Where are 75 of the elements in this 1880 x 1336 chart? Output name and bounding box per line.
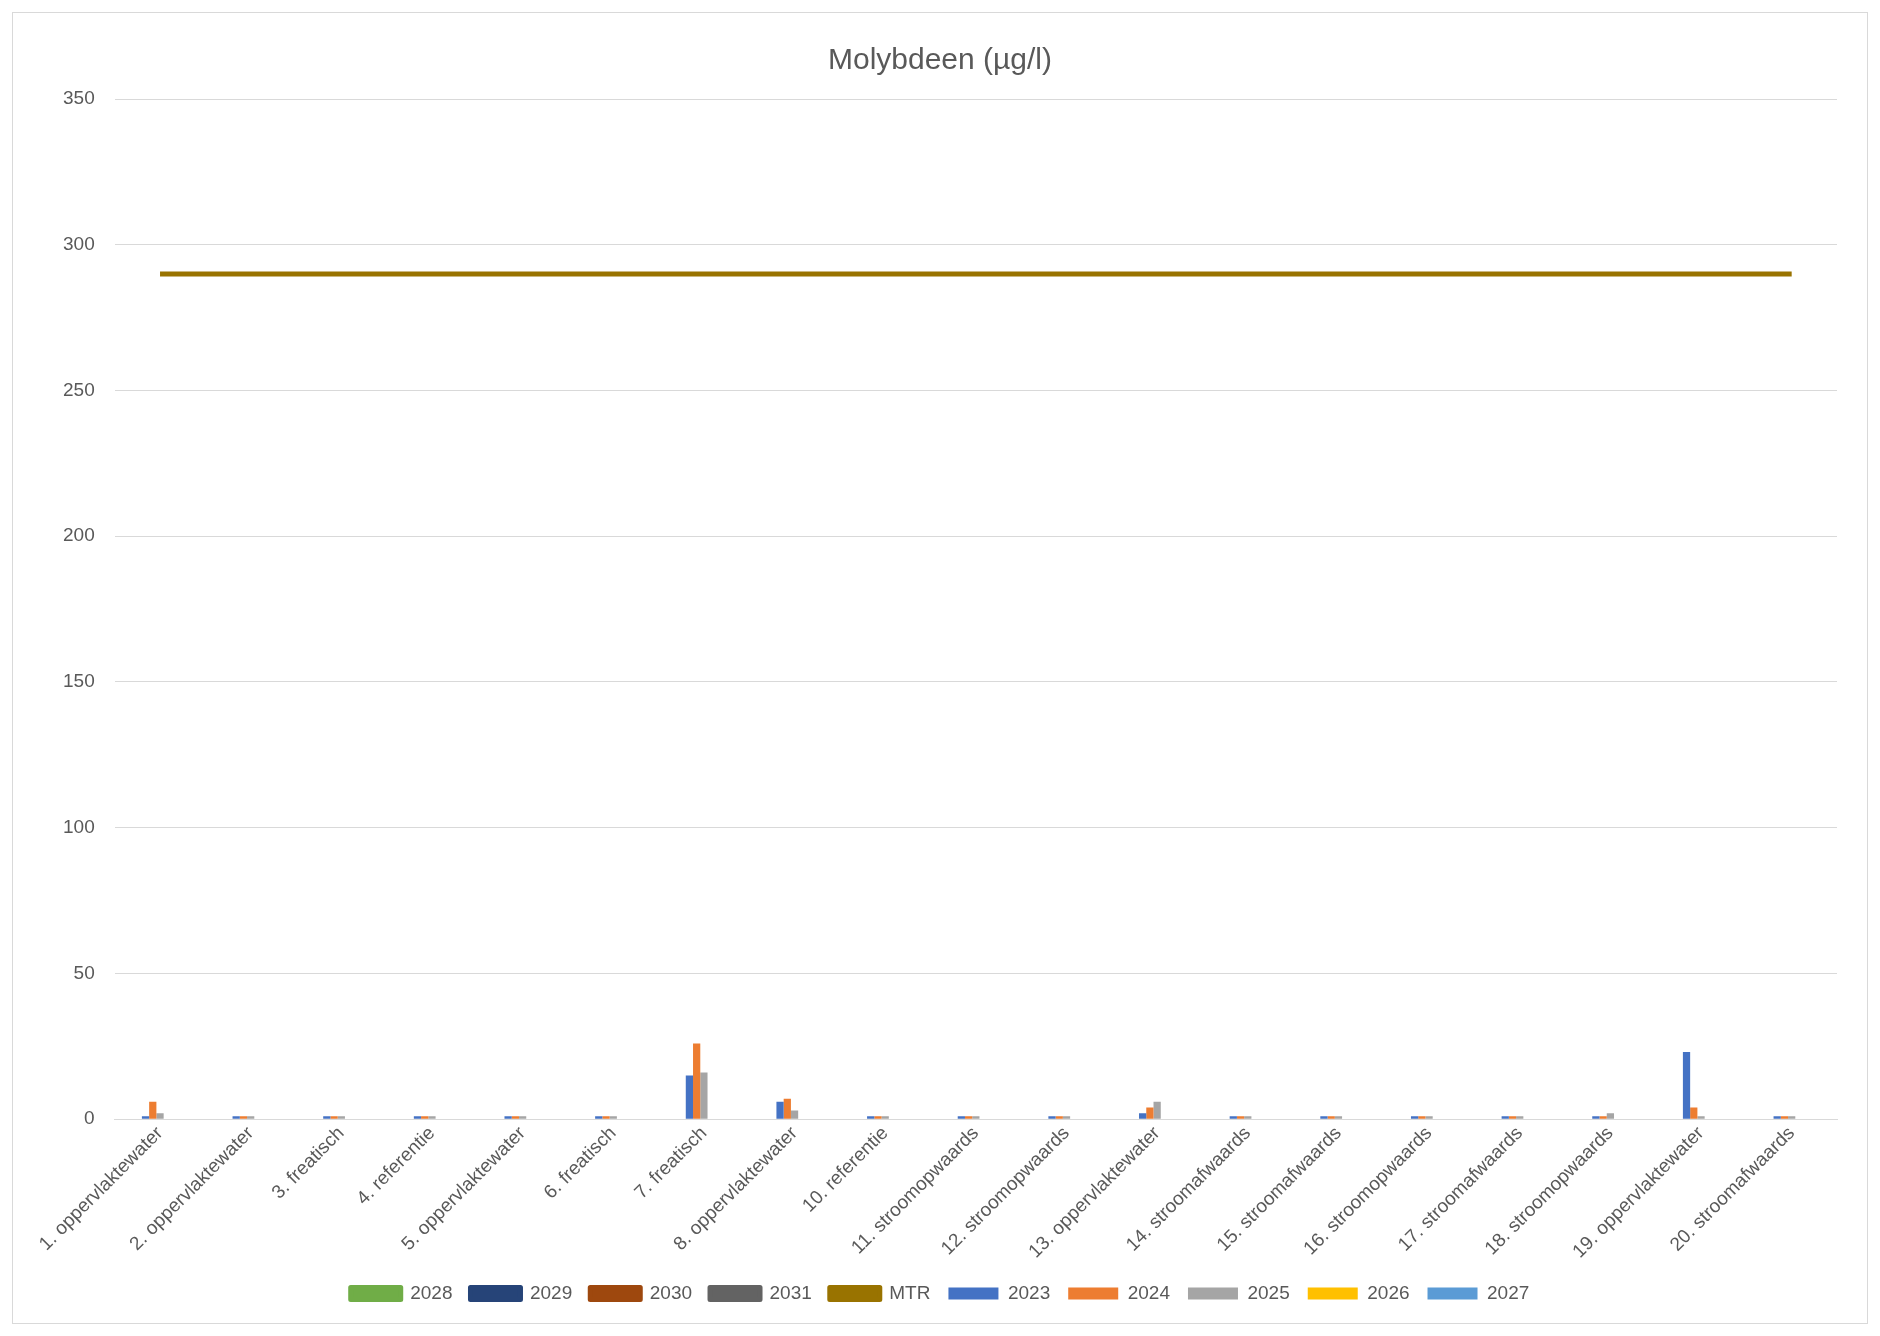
bar <box>337 1116 345 1119</box>
bar <box>1697 1116 1705 1119</box>
bar <box>239 1116 248 1119</box>
bar <box>1773 1116 1781 1119</box>
y-tick-label: 350 <box>63 87 95 109</box>
y-tick-label: 300 <box>63 232 95 254</box>
y-tick-label: 50 <box>73 961 95 983</box>
legend-label: 2024 <box>1127 1281 1171 1303</box>
y-tick-label: 0 <box>84 1107 95 1129</box>
bar <box>1599 1116 1607 1119</box>
legend-label: 2027 <box>1487 1281 1530 1303</box>
legend-label: 2030 <box>649 1281 693 1303</box>
bar <box>232 1116 240 1119</box>
bar <box>1062 1116 1071 1119</box>
bar <box>1425 1116 1433 1119</box>
y-tick-label: 250 <box>63 378 95 400</box>
bar <box>957 1116 965 1119</box>
bar <box>964 1116 973 1119</box>
bar <box>776 1101 784 1119</box>
bar <box>867 1116 875 1119</box>
bar <box>511 1116 519 1119</box>
legend-label: 2026 <box>1367 1281 1410 1303</box>
y-tick-label: 150 <box>63 670 95 692</box>
legend-label: MTR <box>889 1281 931 1303</box>
bar <box>247 1116 255 1119</box>
bar <box>1682 1052 1691 1119</box>
legend-label: 2025 <box>1247 1281 1290 1303</box>
bar <box>693 1043 701 1119</box>
bar <box>1244 1116 1252 1119</box>
bar <box>149 1101 157 1119</box>
y-tick-label: 200 <box>63 524 95 546</box>
bar <box>1780 1116 1789 1119</box>
bar <box>141 1116 150 1119</box>
bar <box>1055 1116 1063 1119</box>
bar <box>972 1116 980 1119</box>
bar <box>700 1072 708 1119</box>
bar <box>790 1110 799 1119</box>
bar <box>421 1116 429 1119</box>
bar <box>602 1116 610 1119</box>
bar <box>1229 1116 1237 1119</box>
bar <box>1334 1116 1343 1119</box>
bar <box>1501 1116 1509 1119</box>
bar <box>1410 1116 1419 1119</box>
bar <box>323 1116 331 1119</box>
bar <box>518 1116 527 1119</box>
legend-label: 2023 <box>1007 1281 1051 1303</box>
legend-label: 2031 <box>769 1281 812 1303</box>
bar <box>1508 1116 1517 1119</box>
bar <box>1153 1101 1161 1119</box>
bar <box>1418 1116 1426 1119</box>
bar <box>1139 1113 1147 1119</box>
bar <box>609 1116 617 1119</box>
bar <box>1690 1107 1698 1119</box>
bar <box>413 1116 422 1119</box>
y-tick-label: 100 <box>63 815 95 837</box>
bar <box>330 1116 338 1119</box>
bar <box>881 1116 889 1119</box>
bar <box>1592 1116 1600 1119</box>
chart-title: Molybdeen (µg/l) <box>827 42 1053 76</box>
bar <box>874 1116 882 1119</box>
bar <box>1320 1116 1328 1119</box>
bar <box>1146 1107 1154 1119</box>
bar <box>1236 1116 1245 1119</box>
bar <box>1327 1116 1335 1119</box>
legend-label: 2028 <box>410 1281 453 1303</box>
bar <box>428 1116 436 1119</box>
legend-label: 2029 <box>529 1281 573 1303</box>
bar <box>1516 1116 1524 1119</box>
bar <box>1788 1116 1796 1119</box>
bar <box>685 1075 694 1119</box>
bar <box>595 1116 603 1119</box>
bar <box>1606 1113 1615 1119</box>
bar <box>504 1116 512 1119</box>
bar <box>1048 1116 1056 1119</box>
bar <box>783 1098 791 1119</box>
